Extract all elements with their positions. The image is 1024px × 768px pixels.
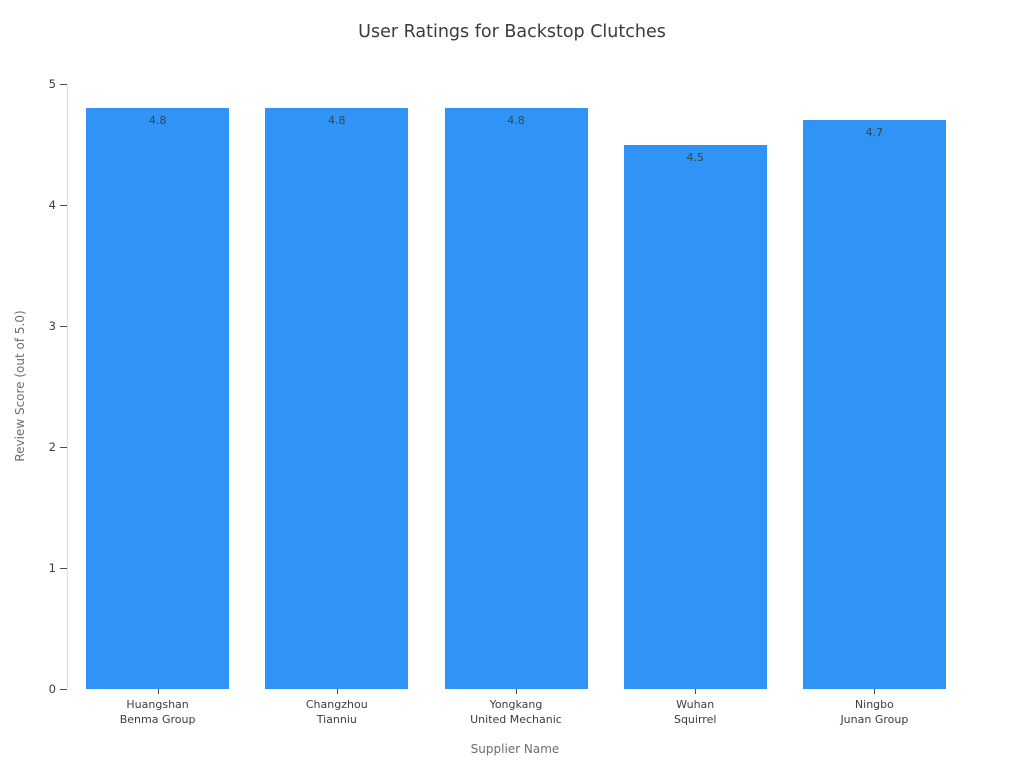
bar-wuhan: 4.5	[623, 144, 767, 689]
x-tick-label: Ningbo Junan Group	[785, 697, 964, 727]
x-tick-label-line: Changzhou	[305, 698, 368, 711]
bar-value-label: 4.8	[148, 114, 167, 128]
y-tick-label: 2	[48, 440, 56, 454]
x-tick-mark	[336, 689, 338, 694]
x-tick-mark	[695, 689, 697, 694]
x-tick-label-line: Benma Group	[119, 713, 196, 726]
x-tick-label: Wuhan Squirrel	[606, 697, 785, 727]
y-tick-label: 4	[48, 198, 56, 212]
x-tick-label-line: Tianniu	[316, 713, 357, 726]
x-tick-label-line: Huangshan	[126, 698, 189, 711]
chart-title: User Ratings for Backstop Clutches	[358, 22, 666, 42]
x-tick-label-line: Junan Group	[840, 713, 909, 726]
y-tick-label: 1	[48, 561, 56, 575]
y-tick-mark	[60, 567, 67, 569]
y-tick-label: 0	[48, 682, 56, 696]
x-tick-label-line: Yongkang	[489, 698, 543, 711]
x-tick-mark	[157, 689, 159, 694]
y-axis-title: Review Score (out of 5.0)	[13, 310, 27, 462]
y-tick-label: 5	[48, 77, 56, 91]
y-tick-mark	[60, 204, 67, 206]
y-tick-mark	[60, 83, 67, 85]
x-tick-mark	[874, 689, 876, 694]
y-tick-mark	[60, 688, 67, 690]
plot-area: 0 1 2 3 4 5 4.8 Huangshan Benma Group 4.8 Changzho…	[49, 77, 963, 726]
x-tick-label-line: Squirrel	[673, 713, 717, 726]
x-tick-label-line: Ningbo	[854, 698, 894, 711]
x-tick-label-line: United Mechanic	[470, 713, 562, 726]
y-tick-mark	[60, 446, 67, 448]
bar-value-label: 4.8	[328, 114, 346, 128]
x-tick-label: Huangshan Benma Group	[68, 697, 247, 727]
y-tick-mark	[60, 325, 67, 327]
bar-yongkang: 4.8	[444, 108, 588, 689]
bar-value-label: 4.7	[865, 126, 884, 140]
x-tick-label-line: Wuhan	[676, 698, 715, 711]
bar-value-label: 4.5	[686, 150, 704, 164]
bar-changzhou: 4.8	[265, 108, 409, 689]
x-tick-label: Changzhou Tianniu	[247, 697, 426, 727]
x-axis-title: Supplier Name	[470, 742, 560, 756]
bar-huangshan: 4.8	[86, 108, 230, 689]
x-tick-mark	[516, 689, 517, 694]
x-tick-label: Yongkang United Mechanic	[426, 697, 605, 727]
bar-ningbo: 4.7	[802, 120, 946, 689]
y-tick-label: 3	[48, 319, 56, 333]
bar-value-label: 4.8	[507, 114, 525, 128]
